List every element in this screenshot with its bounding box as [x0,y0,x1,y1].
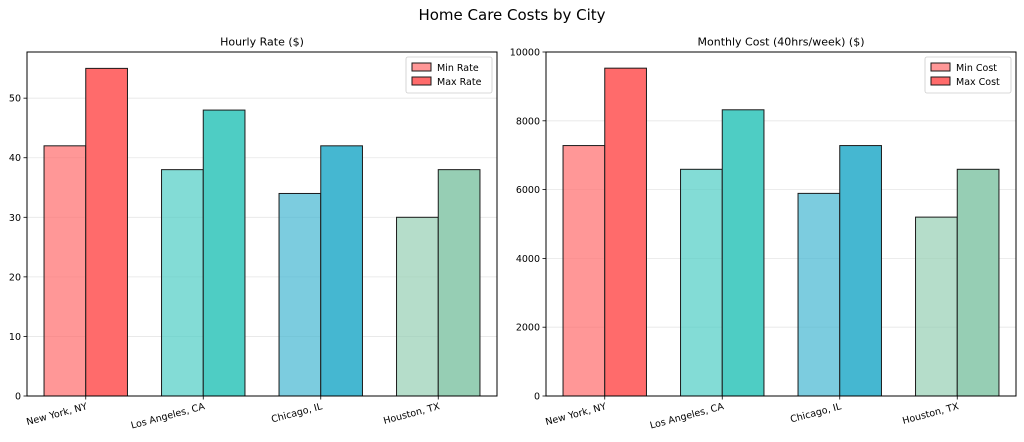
right-y-tick-label: 6000 [516,185,540,196]
left-bar-max: Max Rate — Los Angeles, CA: 48 [202,109,246,397]
left-legend-swatch-min [411,62,432,72]
right-subplot: Monthly Cost (40hrs/week) ($) Min Cost —… [510,36,1017,432]
right-subplot-title: Monthly Cost (40hrs/week) ($) [698,36,865,49]
right-plot-area: Min Cost — New York, NY: 7280Max Cost — … [510,48,1017,432]
right-bar-max: Max Cost — Houston, TX: 6590 [956,168,1000,397]
right-y-tick-label: 2000 [516,323,540,334]
left-y-tick-label: 30 [9,213,21,224]
left-x-tick-label: Chicago, IL [270,401,324,425]
left-bar-min: Min Rate — Houston, TX: 30 [396,216,439,397]
left-y-tick-label: 10 [9,332,21,343]
left-subplot-title: Hourly Rate ($) [220,36,304,49]
right-bar-min: Min Cost — Chicago, IL: 5890 [797,192,841,397]
right-bar-max: Max Cost — New York, NY: 9530 [604,67,647,397]
right-y-tick-label: 10000 [510,48,540,59]
right-bar-max: Max Cost — Los Angeles, CA: 8320 [721,109,765,397]
right-bar-min: Min Cost — Los Angeles, CA: 6590 [680,168,723,397]
right-x-tick-label: Chicago, IL [789,401,843,425]
left-x-tick-label: Houston, TX [382,401,441,427]
left-bar-max: Max Rate — New York, NY: 55 [85,67,128,397]
right-y-tick-label: 0 [534,392,540,403]
left-bar-max: Max Rate — Houston, TX: 38 [437,169,481,397]
right-x-tick-label: New York, NY [544,401,607,428]
right-legend-label-max: Max Cost [956,77,1000,88]
left-axes-frame [26,51,498,397]
right-legend-label-min: Min Cost [956,63,997,74]
left-y-tick-label: 40 [9,153,21,164]
right-axes-frame [545,51,1017,397]
right-bar-min: Min Cost — New York, NY: 7280 [562,145,606,397]
left-legend-label-max: Max Rate [437,77,482,88]
left-bar-max: Max Rate — Chicago, IL: 42 [320,145,363,397]
left-y-tick-label: 20 [9,272,21,283]
left-x-tick-label: New York, NY [25,401,88,428]
figure-title: Home Care Costs by City [418,6,605,24]
left-bar-min: Min Rate — Chicago, IL: 34 [278,192,322,397]
left-legend-label-min: Min Rate [437,63,479,74]
left-plot-area: Min Rate — New York, NY: 42Max Rate — Ne… [9,51,498,432]
right-bar-min: Min Cost — Houston, TX: 5200 [915,216,958,397]
left-legend-swatch-max [411,76,432,86]
left-subplot: Hourly Rate ($) Min Rate — New York, NY:… [9,36,498,432]
right-legend-swatch-min [930,62,951,72]
right-y-tick-label: 8000 [516,116,540,127]
right-y-tick-label: 4000 [516,254,540,265]
left-legend: Min Rate Max Rate [405,56,493,94]
right-x-tick-label: Houston, TX [901,401,960,427]
left-x-tick-label: Los Angeles, CA [130,401,207,431]
right-legend-swatch-max [930,76,951,86]
right-bar-max: Max Cost — Chicago, IL: 7280 [839,145,882,397]
left-y-tick-label: 50 [9,94,21,105]
right-legend: Min Cost Max Cost [924,56,1012,94]
left-bar-min: Min Rate — Los Angeles, CA: 38 [161,169,204,397]
left-bar-min: Min Rate — New York, NY: 42 [43,145,87,397]
left-y-tick-label: 0 [15,392,21,403]
right-x-tick-label: Los Angeles, CA [649,401,726,431]
